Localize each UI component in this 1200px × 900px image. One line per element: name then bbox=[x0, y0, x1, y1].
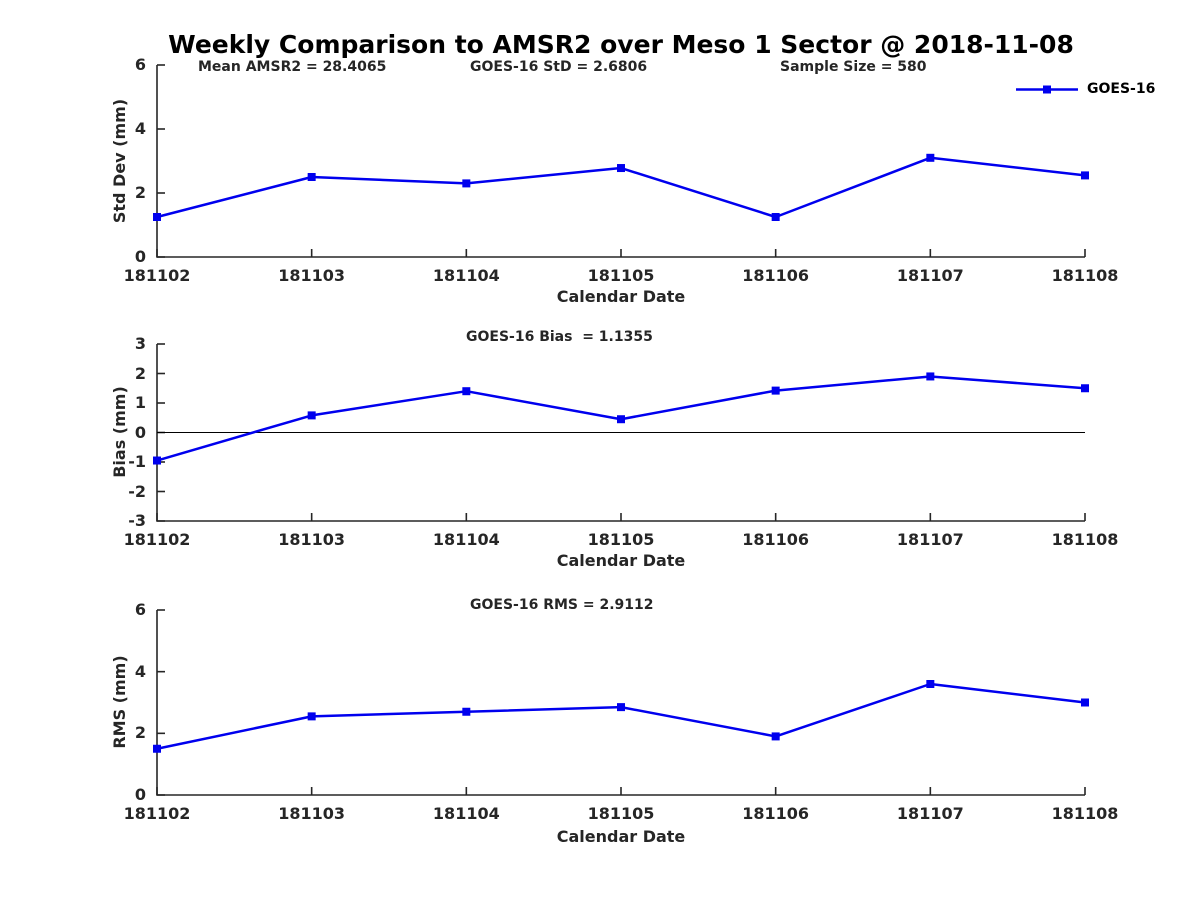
std-dev-axes bbox=[156, 65, 1085, 258]
y-tick-label: 0 bbox=[134, 422, 146, 442]
x-tick-label: 181103 bbox=[278, 266, 346, 285]
x-tick-label: 181104 bbox=[432, 530, 500, 549]
x-tick-label: 181104 bbox=[432, 804, 500, 823]
figure-title: Weekly Comparison to AMSR2 over Meso 1 S… bbox=[168, 30, 1074, 59]
rms-data-point-marker bbox=[307, 712, 316, 721]
y-tick-label: 2 bbox=[134, 363, 146, 383]
std-dev-data-point-marker bbox=[153, 213, 161, 221]
rms-data-point-marker bbox=[617, 703, 625, 712]
x-tick-label: 181105 bbox=[587, 804, 655, 823]
legend-label: GOES-16 bbox=[1087, 81, 1156, 97]
x-tick-label: 181106 bbox=[742, 530, 810, 549]
std-dev-data-point-marker bbox=[1081, 171, 1089, 180]
y-tick-label: 0 bbox=[134, 247, 146, 266]
y-tick-label: 1 bbox=[134, 393, 146, 412]
y-tick-label: -2 bbox=[128, 481, 146, 501]
y-tick-label: -3 bbox=[128, 511, 146, 530]
std-dev-data-point-marker bbox=[617, 164, 625, 173]
bias-panel-title: GOES-16 Bias = 1.1355 bbox=[466, 329, 653, 345]
annotation-sample-size: Sample Size = 580 bbox=[780, 59, 927, 75]
x-tick-label: 181105 bbox=[587, 530, 655, 549]
std-dev-data-point-marker bbox=[926, 153, 935, 162]
bias-x-axis-label: Calendar Date bbox=[556, 551, 686, 570]
annotation-mean-amsr2: Mean AMSR2 = 28.4065 bbox=[198, 59, 387, 75]
y-tick-label: -1 bbox=[128, 452, 146, 471]
bias-data-point-marker bbox=[153, 456, 161, 465]
rms-goes16-line bbox=[156, 682, 1086, 750]
stddev-y-axis-label: Std Dev (mm) bbox=[110, 98, 129, 224]
x-tick-label: 181107 bbox=[896, 804, 964, 823]
y-tick-label: 0 bbox=[134, 785, 146, 804]
annotation-goes16-std: GOES-16 StD = 2.6806 bbox=[470, 59, 648, 75]
bias-data-point-marker bbox=[462, 387, 471, 396]
x-tick-label: 181102 bbox=[123, 266, 191, 285]
rms-x-axis-label: Calendar Date bbox=[556, 827, 686, 846]
x-tick-label: 181108 bbox=[1051, 804, 1119, 823]
rms-panel-title: GOES-16 RMS = 2.9112 bbox=[470, 597, 654, 613]
rms-data-point-marker bbox=[1081, 698, 1089, 707]
std-dev-data-point-marker bbox=[307, 173, 316, 181]
x-tick-label: 181107 bbox=[896, 266, 964, 285]
std-dev-data-point-marker bbox=[462, 179, 471, 188]
x-tick-label: 181107 bbox=[896, 530, 964, 549]
bias-data-point-marker bbox=[771, 386, 780, 395]
y-tick-label: 3 bbox=[134, 334, 146, 353]
x-tick-label: 181103 bbox=[278, 530, 346, 549]
y-tick-label: 2 bbox=[134, 183, 146, 202]
rms-axes bbox=[156, 610, 1085, 796]
rms-data-point-marker bbox=[771, 732, 780, 741]
stddev-x-axis-label: Calendar Date bbox=[556, 287, 686, 306]
x-tick-label: 181106 bbox=[742, 804, 810, 823]
rms-data-point-marker bbox=[153, 744, 161, 753]
rms-data-point-marker bbox=[462, 707, 471, 716]
rms-y-axis-label: RMS (mm) bbox=[110, 655, 129, 749]
bias-data-point-marker bbox=[1081, 384, 1089, 393]
y-tick-label: 6 bbox=[134, 55, 146, 74]
rms-data-point-marker bbox=[926, 680, 935, 688]
x-tick-label: 181108 bbox=[1051, 266, 1119, 285]
y-tick-label: 6 bbox=[134, 600, 146, 619]
x-tick-label: 181102 bbox=[123, 530, 191, 549]
legend-marker-sample bbox=[1043, 85, 1051, 94]
y-tick-label: 4 bbox=[134, 119, 146, 138]
y-tick-label: 2 bbox=[134, 723, 146, 743]
bias-data-point-marker bbox=[307, 411, 316, 420]
bias-data-point-marker bbox=[617, 415, 625, 424]
x-tick-label: 181106 bbox=[742, 266, 810, 285]
x-tick-label: 181103 bbox=[278, 804, 346, 823]
x-tick-label: 181102 bbox=[123, 804, 191, 823]
x-tick-label: 181104 bbox=[432, 266, 500, 285]
bias-data-point-marker bbox=[926, 372, 935, 381]
std-dev-data-point-marker bbox=[771, 213, 780, 221]
x-tick-label: 181105 bbox=[587, 266, 655, 285]
x-tick-label: 181108 bbox=[1051, 530, 1119, 549]
y-tick-label: 4 bbox=[134, 661, 146, 681]
